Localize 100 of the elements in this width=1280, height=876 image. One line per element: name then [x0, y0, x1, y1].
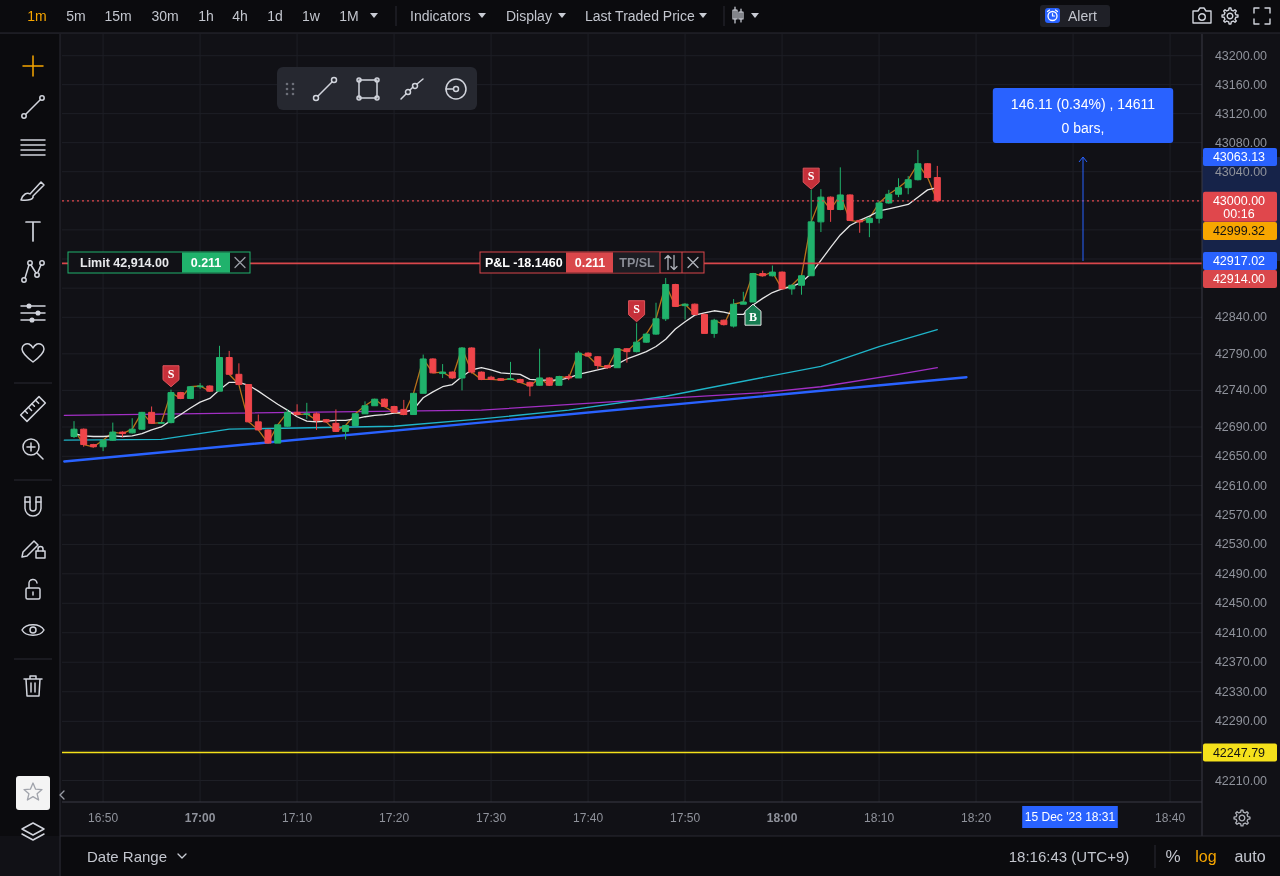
candlestick: [623, 347, 631, 364]
candlestick: [865, 217, 873, 238]
candlestick: [410, 392, 417, 416]
candlestick: [332, 408, 340, 432]
annotation: S: [633, 301, 641, 316]
candlestick: [283, 408, 291, 428]
y-tick-label: 42610.00: [1214, 478, 1268, 493]
candlestick: [380, 397, 388, 408]
candlestick: [148, 405, 156, 424]
annotation: 0.211: [190, 256, 222, 270]
text: 5m: [66, 8, 86, 24]
text: 1M: [339, 8, 359, 24]
candlestick: [604, 364, 611, 369]
y-tick-label: 42210.00: [1214, 773, 1268, 788]
candlestick: [710, 318, 718, 339]
x-tick-label: 18:00: [766, 811, 798, 825]
annotation: P&L -18.1460: [485, 256, 563, 270]
text: Display: [506, 8, 552, 24]
candlestick: [89, 443, 97, 448]
text: 42917.02: [1212, 254, 1266, 268]
annotation: TP/SL: [619, 256, 656, 270]
candlestick: [584, 351, 592, 357]
candlestick: [739, 291, 747, 305]
candlestick: [807, 189, 815, 277]
text: 1h: [198, 8, 214, 24]
ref-line-label: 43000.00 00:16: [1212, 193, 1266, 221]
candlestick: [681, 302, 689, 321]
x-tick-label: 17:40: [573, 811, 604, 825]
candlestick: [225, 350, 233, 375]
candlestick: [836, 166, 844, 211]
candlestick: [477, 370, 485, 381]
x-tick-label: 17:20: [379, 811, 410, 825]
candlestick: [642, 332, 650, 344]
y-tick-label: 43040.00: [1214, 164, 1268, 179]
y-tick-label: 43080.00: [1214, 135, 1268, 150]
x-tick-label: 18:10: [864, 811, 895, 825]
candlestick: [759, 270, 767, 277]
candlestick: [768, 265, 776, 277]
candlestick: [177, 391, 185, 400]
candlestick: [293, 403, 301, 416]
text: 15m: [104, 8, 132, 24]
annotation: Limit 42,914.00: [80, 256, 169, 270]
x-tick-label: 17:00: [184, 811, 216, 825]
candlestick: [167, 389, 175, 424]
candlestick: [371, 398, 379, 407]
candlestick: [895, 177, 902, 198]
text: log: [1195, 847, 1217, 865]
candlestick: [128, 417, 136, 435]
y-tick-label: 43120.00: [1214, 106, 1268, 121]
candlestick: [313, 411, 320, 431]
y-tick-label: 42690.00: [1214, 419, 1268, 434]
text: 1w: [302, 8, 321, 24]
candlestick: [875, 200, 883, 224]
x-tick-label: 17:30: [476, 811, 507, 825]
candlestick: [526, 381, 534, 397]
candlestick: [594, 355, 602, 370]
y-tick-label: 42370.00: [1214, 655, 1268, 670]
text: Indicators: [410, 8, 471, 24]
line-series: [63, 329, 938, 441]
candlestick: [157, 421, 165, 425]
candlestick: [448, 370, 456, 380]
annotation: S: [807, 169, 815, 184]
y-tick-label: 42450.00: [1214, 596, 1268, 611]
y-tick-label: 42530.00: [1214, 537, 1268, 552]
candlestick: [487, 375, 495, 381]
y-tick-label: 43160.00: [1214, 77, 1268, 92]
candlestick: [701, 313, 708, 334]
candlestick: [303, 402, 311, 420]
candlestick: [730, 298, 738, 329]
candlestick: [652, 302, 660, 336]
candlestick: [497, 377, 505, 382]
y-tick-label: 42840.00: [1214, 310, 1268, 325]
x-tick-label: 18:40: [1155, 811, 1186, 825]
candlestick: [691, 302, 699, 316]
ref-line-label: 42914.00: [1212, 272, 1266, 286]
text: 1m: [27, 8, 47, 24]
candlestick: [235, 362, 243, 386]
candlestick: [671, 283, 679, 307]
candlestick: [186, 385, 194, 400]
annotation: 146.11 (0.34%) , 14611 0 bars,: [1010, 96, 1156, 136]
annotation: S: [167, 366, 175, 381]
candlestick: [351, 412, 359, 427]
candlestick: [827, 195, 835, 223]
candlestick: [720, 319, 728, 326]
candlestick: [119, 430, 126, 438]
text: %: [1165, 846, 1181, 866]
candlestick: [390, 405, 398, 413]
candlestick: [924, 162, 932, 179]
y-tick-label: 42490.00: [1214, 566, 1268, 581]
line-series: [63, 367, 938, 416]
candlestick: [468, 346, 476, 375]
candlestick: [904, 175, 912, 195]
text: 43063.13: [1212, 150, 1266, 164]
candlestick: [555, 376, 563, 387]
y-tick-label: 42290.00: [1214, 714, 1268, 729]
candlestick: [749, 272, 757, 303]
candlestick: [516, 378, 524, 384]
x-tick-label: 17:50: [670, 811, 701, 825]
candlestick: [846, 193, 854, 221]
text: 1d: [267, 8, 283, 24]
